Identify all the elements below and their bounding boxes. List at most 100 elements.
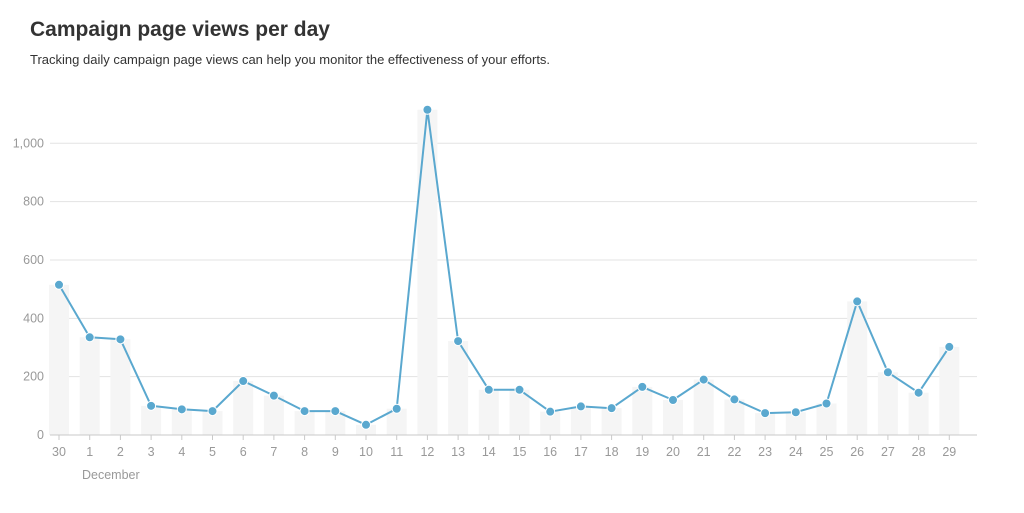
- x-tick-label: 3: [148, 445, 155, 459]
- data-point[interactable]: [391, 403, 402, 414]
- data-point[interactable]: [698, 374, 709, 385]
- data-point[interactable]: [760, 408, 771, 419]
- data-point[interactable]: [821, 398, 832, 409]
- bar: [601, 408, 622, 435]
- x-tick-label: 10: [359, 445, 373, 459]
- grid-lines: [50, 142, 977, 378]
- bar: [386, 408, 407, 435]
- data-point[interactable]: [483, 384, 494, 395]
- bar: [294, 411, 315, 435]
- x-tick-label: 13: [451, 445, 465, 459]
- data-point[interactable]: [637, 381, 648, 392]
- data-point[interactable]: [790, 407, 801, 418]
- bar: [908, 392, 929, 435]
- data-point[interactable]: [54, 279, 64, 290]
- bars: [49, 109, 960, 435]
- bar: [263, 395, 284, 435]
- series-path: [58, 108, 951, 426]
- x-tick-label: 22: [727, 445, 741, 459]
- x-tick-label: 25: [820, 445, 834, 459]
- bar: [417, 109, 438, 435]
- bar: [663, 399, 683, 435]
- bar: [110, 339, 131, 435]
- x-tick-label: 11: [390, 445, 403, 459]
- bar: [79, 337, 100, 435]
- data-point[interactable]: [882, 367, 893, 378]
- bar: [448, 341, 469, 435]
- bar: [141, 405, 162, 435]
- bar: [325, 411, 346, 435]
- data-point[interactable]: [238, 376, 249, 387]
- data-point[interactable]: [422, 104, 433, 115]
- data-point[interactable]: [944, 341, 955, 352]
- y-tick-label: 400: [23, 311, 44, 325]
- data-point[interactable]: [453, 336, 464, 347]
- bar: [478, 389, 499, 435]
- data-point[interactable]: [545, 406, 556, 417]
- x-tick-label: 29: [942, 445, 956, 459]
- x-tick-label: 16: [543, 445, 557, 459]
- x-tick-label: 24: [789, 445, 803, 459]
- bar: [724, 399, 745, 435]
- data-point[interactable]: [146, 400, 157, 411]
- x-tick-label: 9: [332, 445, 339, 459]
- x-tick-label: 26: [850, 445, 864, 459]
- data-point[interactable]: [668, 394, 678, 405]
- x-tick-label: 7: [270, 445, 277, 459]
- data-point[interactable]: [268, 390, 279, 401]
- x-tick-label: 2: [117, 445, 124, 459]
- y-tick-label: 800: [23, 195, 44, 209]
- x-tick-label: 18: [605, 445, 619, 459]
- month-label: December: [82, 468, 140, 482]
- chart-subtitle: Tracking daily campaign page views can h…: [30, 52, 551, 67]
- series-line: [58, 108, 951, 426]
- x-tick-label: 28: [912, 445, 926, 459]
- bar: [755, 413, 776, 435]
- data-point[interactable]: [84, 332, 95, 343]
- x-tick-label: 21: [697, 445, 711, 459]
- y-tick-label: 200: [23, 370, 44, 384]
- data-point[interactable]: [361, 419, 371, 430]
- bar: [693, 379, 714, 435]
- bar: [816, 403, 837, 435]
- bar: [49, 284, 69, 435]
- y-tick-label: 0: [37, 428, 44, 442]
- bar: [939, 346, 960, 435]
- data-point[interactable]: [115, 334, 126, 345]
- x-tick-label: 12: [420, 445, 434, 459]
- x-tick-label: 23: [758, 445, 772, 459]
- bar: [847, 301, 868, 435]
- data-point[interactable]: [852, 296, 863, 307]
- x-tick-label: 17: [574, 445, 588, 459]
- data-point[interactable]: [606, 403, 617, 414]
- x-tick-label: 4: [178, 445, 185, 459]
- bar: [570, 406, 591, 435]
- x-tick-label: 8: [301, 445, 308, 459]
- data-point[interactable]: [729, 394, 740, 405]
- data-points: [54, 104, 955, 430]
- x-tick-label: 6: [240, 445, 247, 459]
- data-point[interactable]: [575, 401, 586, 412]
- data-point[interactable]: [207, 406, 218, 417]
- data-point[interactable]: [913, 387, 924, 398]
- chart-title: Campaign page views per day: [30, 18, 330, 41]
- data-point[interactable]: [330, 406, 341, 417]
- data-point[interactable]: [514, 384, 525, 395]
- data-point[interactable]: [176, 404, 187, 415]
- bar: [540, 411, 561, 435]
- x-tick-label: 14: [482, 445, 496, 459]
- x-tick-label: 27: [881, 445, 895, 459]
- data-point[interactable]: [299, 406, 310, 417]
- bar: [632, 386, 653, 435]
- x-tick-label: 20: [666, 445, 680, 459]
- bar: [509, 389, 530, 435]
- x-tick-label: 15: [513, 445, 527, 459]
- x-tick-label: 1: [86, 445, 93, 459]
- x-tick-label: 30: [52, 445, 66, 459]
- bar: [785, 412, 806, 435]
- bar: [171, 409, 192, 435]
- bar: [877, 372, 898, 435]
- x-tick-label: 19: [635, 445, 649, 459]
